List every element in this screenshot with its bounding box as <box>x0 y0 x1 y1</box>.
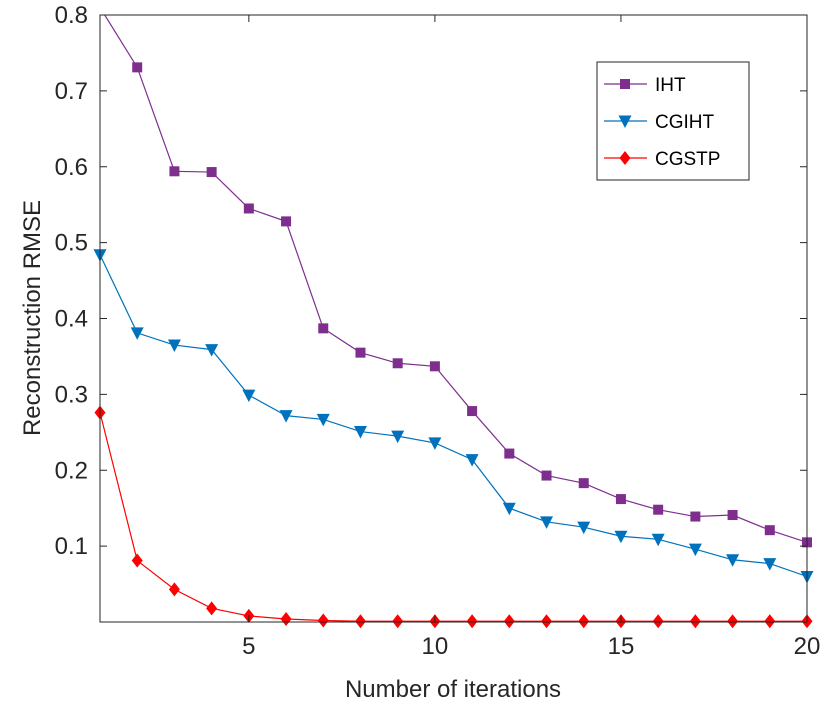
data-point <box>169 166 180 177</box>
data-point <box>690 511 701 522</box>
legend: IHT CGIHT CGSTP <box>596 61 750 181</box>
data-point <box>317 613 329 628</box>
data-point <box>467 406 478 417</box>
legend-marker <box>618 115 632 128</box>
data-point <box>577 521 591 535</box>
x-tick-label: 5 <box>242 633 255 660</box>
y-tick-label: 0.4 <box>55 306 88 333</box>
data-point <box>578 478 589 489</box>
y-axis-title: Reconstruction RMSE <box>19 200 46 436</box>
y-tick-label: 0.2 <box>55 457 88 484</box>
series-line <box>104 15 807 543</box>
data-point <box>764 614 776 629</box>
data-point <box>392 358 403 369</box>
data-point <box>130 327 144 340</box>
data-point <box>243 203 254 214</box>
data-point <box>353 426 367 439</box>
data-point <box>652 614 664 629</box>
series-line <box>100 254 807 578</box>
data-point <box>354 614 366 629</box>
y-tick-label: 0.8 <box>55 2 88 29</box>
data-point <box>541 470 552 481</box>
data-point <box>615 494 626 505</box>
x-axis-title: Number of iterations <box>345 676 561 703</box>
data-point <box>540 516 554 529</box>
legend-item-iht: IHT <box>604 75 686 96</box>
data-point <box>316 413 330 427</box>
y-tick-label: 0.5 <box>55 230 88 257</box>
data-point <box>541 614 553 629</box>
data-point <box>429 361 440 372</box>
legend-item-cgstp: CGSTP <box>604 149 720 170</box>
data-point <box>578 614 590 629</box>
data-point <box>727 510 738 521</box>
data-point <box>391 430 405 444</box>
data-point <box>689 614 701 629</box>
data-point <box>764 525 775 536</box>
x-tick-label: 15 <box>608 633 635 660</box>
data-point <box>281 216 292 227</box>
data-point <box>205 344 219 357</box>
data-point <box>727 614 739 629</box>
data-point <box>504 448 515 459</box>
data-point <box>279 410 293 423</box>
y-tick-label: 0.3 <box>55 381 88 408</box>
data-point <box>688 543 702 557</box>
data-point <box>168 582 180 597</box>
legend-item-cgiht: CGIHT <box>604 112 715 133</box>
data-point <box>132 62 143 73</box>
data-point <box>355 347 366 358</box>
ticks-layer: 5 10 15 20 0.1 0.2 0.3 0.4 0.5 0.6 0.7 0.8 <box>55 2 821 660</box>
y-tick-label: 0.7 <box>55 78 88 105</box>
data-point <box>726 554 740 567</box>
data-point <box>206 601 218 616</box>
legend-label: IHT <box>655 75 686 96</box>
data-point <box>428 437 442 450</box>
series-cgstp <box>94 405 813 629</box>
legend-marker <box>620 79 630 89</box>
series-line <box>100 412 807 622</box>
data-point <box>614 530 628 544</box>
data-point <box>466 614 478 629</box>
data-point <box>131 553 143 568</box>
data-point <box>392 614 404 629</box>
y-tick-label: 0.6 <box>55 154 88 181</box>
data-point <box>502 502 516 516</box>
legend-label: CGSTP <box>655 149 720 170</box>
data-point <box>503 614 515 629</box>
data-point <box>242 389 256 403</box>
legend-label: CGIHT <box>655 112 715 133</box>
data-point <box>318 323 329 334</box>
data-point <box>465 454 479 467</box>
x-tick-label: 20 <box>794 633 821 660</box>
x-tick-label: 10 <box>422 633 449 660</box>
y-tick-label: 0.1 <box>55 533 88 560</box>
data-point <box>651 533 665 547</box>
legend-marker <box>619 151 631 165</box>
data-point <box>763 558 777 571</box>
data-point <box>167 339 181 353</box>
data-point <box>206 167 217 178</box>
data-point <box>653 504 664 515</box>
